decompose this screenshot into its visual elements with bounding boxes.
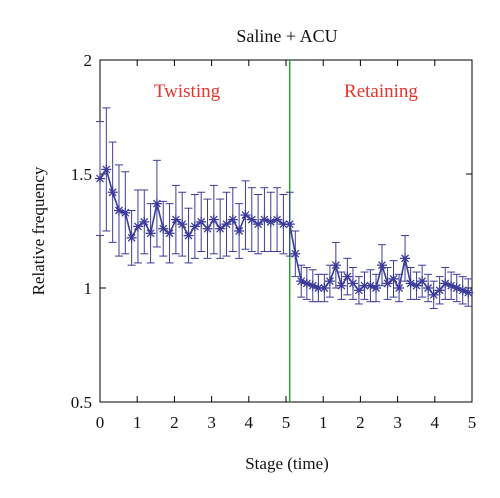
y-tick-label: 0.5 [71, 393, 92, 412]
data-point-marker [371, 283, 382, 293]
data-point-marker [400, 253, 411, 264]
data-point-marker [336, 280, 347, 291]
data-point-marker [215, 223, 226, 234]
x-tick-label: 1 [133, 413, 142, 432]
data-point-marker [388, 273, 399, 284]
data-point-marker [164, 228, 175, 239]
data-point-marker [139, 216, 150, 227]
data-point-marker [177, 219, 188, 230]
annotation-twisting: Twisting [154, 81, 221, 102]
data-point-marker [221, 219, 232, 230]
data-point-marker [253, 219, 264, 230]
x-axis: 0 1 2 3 4 5 1 2 3 4 5 [96, 60, 477, 432]
y-axis-label: Relative frequency [29, 166, 48, 295]
x-tick-label: 3 [393, 413, 402, 432]
data-point-marker [170, 214, 181, 225]
data-point-marker [145, 228, 156, 239]
x-tick-label: 2 [170, 413, 179, 432]
x-tick-label: 4 [431, 413, 440, 432]
plot-frame [99, 59, 473, 403]
data-point-marker [126, 232, 137, 243]
data-point-marker [158, 223, 169, 234]
data-point-marker [107, 187, 118, 198]
data-point-marker [234, 226, 245, 236]
data-point-marker [382, 278, 393, 289]
x-tick-label: 5 [282, 413, 291, 432]
data-point-marker [428, 289, 439, 300]
data-point-marker [434, 285, 445, 296]
data-point-marker [463, 287, 474, 298]
data-point-marker [208, 214, 219, 225]
data-point-marker [290, 248, 301, 259]
y-tick-label: 1.5 [71, 165, 92, 184]
x-tick-label: 4 [245, 413, 254, 432]
x-tick-label: 3 [207, 413, 216, 432]
data-point-marker [202, 223, 213, 234]
chart-title: Saline + ACU [236, 26, 337, 46]
data-point-marker [319, 283, 330, 293]
data-point-marker [189, 221, 200, 232]
y-axis: 0.5 1 1.5 2 [71, 51, 472, 412]
x-tick-label: 5 [468, 413, 477, 432]
data-point-marker [246, 214, 257, 225]
data-point-marker [330, 260, 341, 271]
data-point-marker [313, 283, 324, 293]
data-point-marker [353, 285, 364, 296]
data-point-marker [101, 164, 112, 175]
x-axis-label: Stage (time) [245, 454, 329, 473]
data-point-marker [227, 214, 238, 225]
data-point-marker [411, 280, 422, 291]
series-line [99, 167, 469, 296]
annotation-retaining: Retaining [344, 81, 418, 102]
data-point-marker [120, 207, 131, 218]
y-tick-label: 1 [84, 279, 93, 298]
data-point-marker [284, 219, 295, 230]
y-tick-label: 2 [84, 51, 93, 70]
data-point-marker [347, 278, 358, 289]
data-point-marker [324, 276, 335, 287]
data-point-marker [196, 216, 207, 227]
data-point-marker [240, 210, 251, 221]
data-point-marker [417, 276, 428, 287]
data-point-marker [272, 214, 283, 225]
data-point-marker [183, 230, 194, 241]
x-tick-label: 0 [96, 413, 105, 432]
data-point-marker [376, 260, 387, 271]
data-point-marker [151, 198, 162, 209]
x-tick-label: 1 [319, 413, 328, 432]
series-saline-acu [95, 107, 474, 310]
data-point-marker [423, 283, 434, 293]
data-point-marker [394, 283, 405, 293]
x-tick-label: 2 [356, 413, 365, 432]
data-point-marker [132, 221, 143, 232]
data-point-marker [95, 173, 105, 184]
data-point-marker [342, 271, 353, 282]
